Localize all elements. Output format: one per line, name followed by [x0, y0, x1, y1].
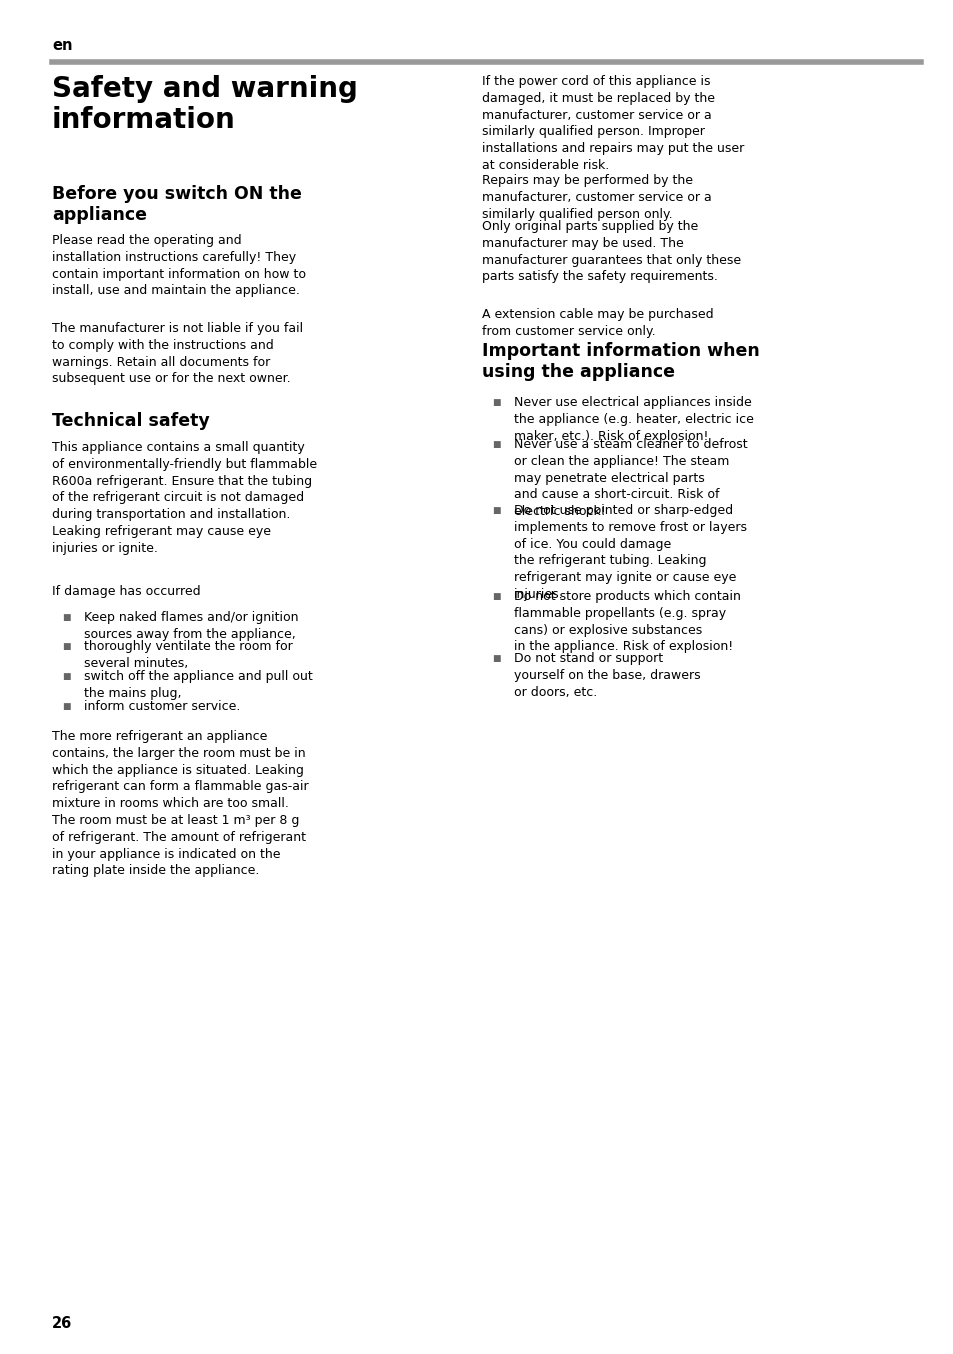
Text: Repairs may be performed by the
manufacturer, customer service or a
similarly qu: Repairs may be performed by the manufact… [481, 175, 711, 221]
Text: A extension cable may be purchased
from customer service only.: A extension cable may be purchased from … [481, 307, 713, 337]
Text: Before you switch ON the
appliance: Before you switch ON the appliance [52, 185, 301, 223]
Text: If damage has occurred: If damage has occurred [52, 585, 200, 598]
Text: ■: ■ [62, 613, 71, 621]
Text: ■: ■ [492, 506, 500, 515]
Text: ■: ■ [492, 654, 500, 663]
Text: inform customer service.: inform customer service. [84, 700, 240, 714]
Text: Keep naked flames and/or ignition
sources away from the appliance,: Keep naked flames and/or ignition source… [84, 611, 298, 640]
Text: Technical safety: Technical safety [52, 412, 210, 431]
Text: thoroughly ventilate the room for
several minutes,: thoroughly ventilate the room for severa… [84, 640, 293, 670]
Text: The manufacturer is not liable if you fail
to comply with the instructions and
w: The manufacturer is not liable if you fa… [52, 322, 303, 386]
Text: ■: ■ [492, 592, 500, 601]
Text: Do not store products which contain
flammable propellants (e.g. spray
cans) or e: Do not store products which contain flam… [514, 590, 740, 654]
Text: Do not use pointed or sharp-edged
implements to remove frost or layers
of ice. Y: Do not use pointed or sharp-edged implem… [514, 504, 746, 601]
Text: ■: ■ [492, 398, 500, 408]
Text: Please read the operating and
installation instructions carefully! They
contain : Please read the operating and installati… [52, 234, 306, 298]
Text: If the power cord of this appliance is
damaged, it must be replaced by the
manuf: If the power cord of this appliance is d… [481, 74, 743, 172]
Text: Important information when
using the appliance: Important information when using the app… [481, 343, 759, 380]
Text: ■: ■ [492, 440, 500, 450]
Text: Only original parts supplied by the
manufacturer may be used. The
manufacturer g: Only original parts supplied by the manu… [481, 219, 740, 283]
Text: ■: ■ [62, 642, 71, 651]
Text: 26: 26 [52, 1316, 72, 1331]
Text: ■: ■ [62, 672, 71, 681]
Text: switch off the appliance and pull out
the mains plug,: switch off the appliance and pull out th… [84, 670, 313, 700]
Text: Do not stand or support
yourself on the base, drawers
or doors, etc.: Do not stand or support yourself on the … [514, 653, 700, 699]
Text: This appliance contains a small quantity
of environmentally-friendly but flammab: This appliance contains a small quantity… [52, 441, 316, 555]
Text: Safety and warning
information: Safety and warning information [52, 74, 357, 134]
Text: Never use electrical appliances inside
the appliance (e.g. heater, electric ice
: Never use electrical appliances inside t… [514, 395, 753, 443]
Text: ■: ■ [62, 701, 71, 711]
Text: Never use a steam cleaner to defrost
or clean the appliance! The steam
may penet: Never use a steam cleaner to defrost or … [514, 437, 747, 519]
Text: The more refrigerant an appliance
contains, the larger the room must be in
which: The more refrigerant an appliance contai… [52, 730, 309, 877]
Text: en: en [52, 38, 72, 53]
